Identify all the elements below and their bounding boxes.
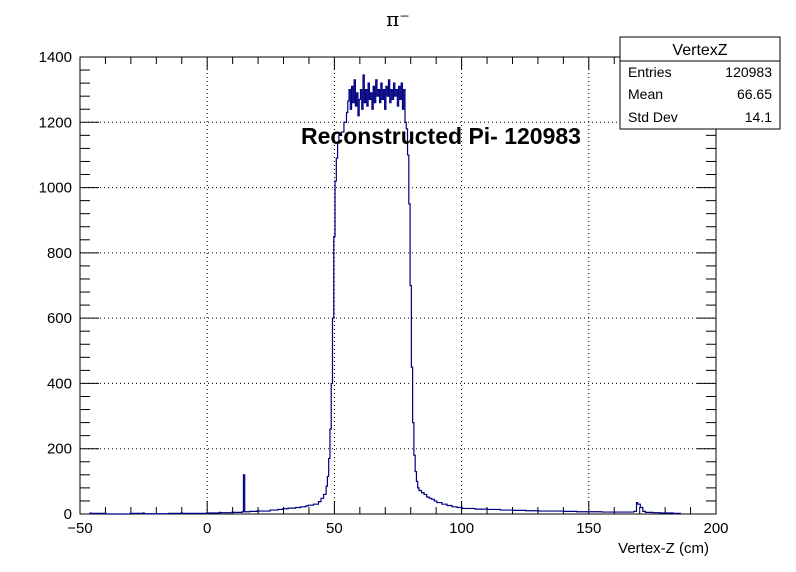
stats-label-stddev: Std Dev [628,109,678,125]
x-axis-label: Vertex-Z (cm) [618,540,709,557]
y-tick-label: 1200 [39,114,72,131]
annotation-text: Reconstructed Pi- 120983 [301,123,581,149]
stats-box: VertexZ Entries 120983 Mean 66.65 Std De… [619,36,781,130]
stats-value-mean: 66.65 [737,86,772,102]
y-tick-label: 0 [64,506,72,523]
x-tick-label: 200 [703,520,728,537]
stats-title: VertexZ [672,42,727,59]
x-tick-labels: −50 0 50 100 150 200 [67,520,728,537]
y-tick-label: 600 [47,310,72,327]
stats-value-stddev: 14.1 [745,109,772,125]
grid [80,57,716,514]
x-tick-label: 100 [449,520,474,537]
x-tick-label: −50 [67,520,92,537]
plot-frame [79,56,717,515]
chart-title: π⁻ [386,7,410,31]
x-tick-label: 0 [203,520,211,537]
histogram-line [89,74,682,515]
x-tick-label: 150 [576,520,601,537]
x-tick-label: 50 [326,520,343,537]
stats-label-mean: Mean [628,86,663,102]
y-tick-label: 800 [47,245,72,262]
stats-label-entries: Entries [628,64,672,80]
stats-value-entries: 120983 [725,64,772,80]
y-tick-label: 1000 [39,180,72,197]
y-tick-label: 400 [47,375,72,392]
y-tick-label: 1400 [39,49,72,66]
y-tick-labels: 0 200 400 600 800 1000 1200 1400 [39,49,72,523]
y-tick-label: 200 [47,441,72,458]
